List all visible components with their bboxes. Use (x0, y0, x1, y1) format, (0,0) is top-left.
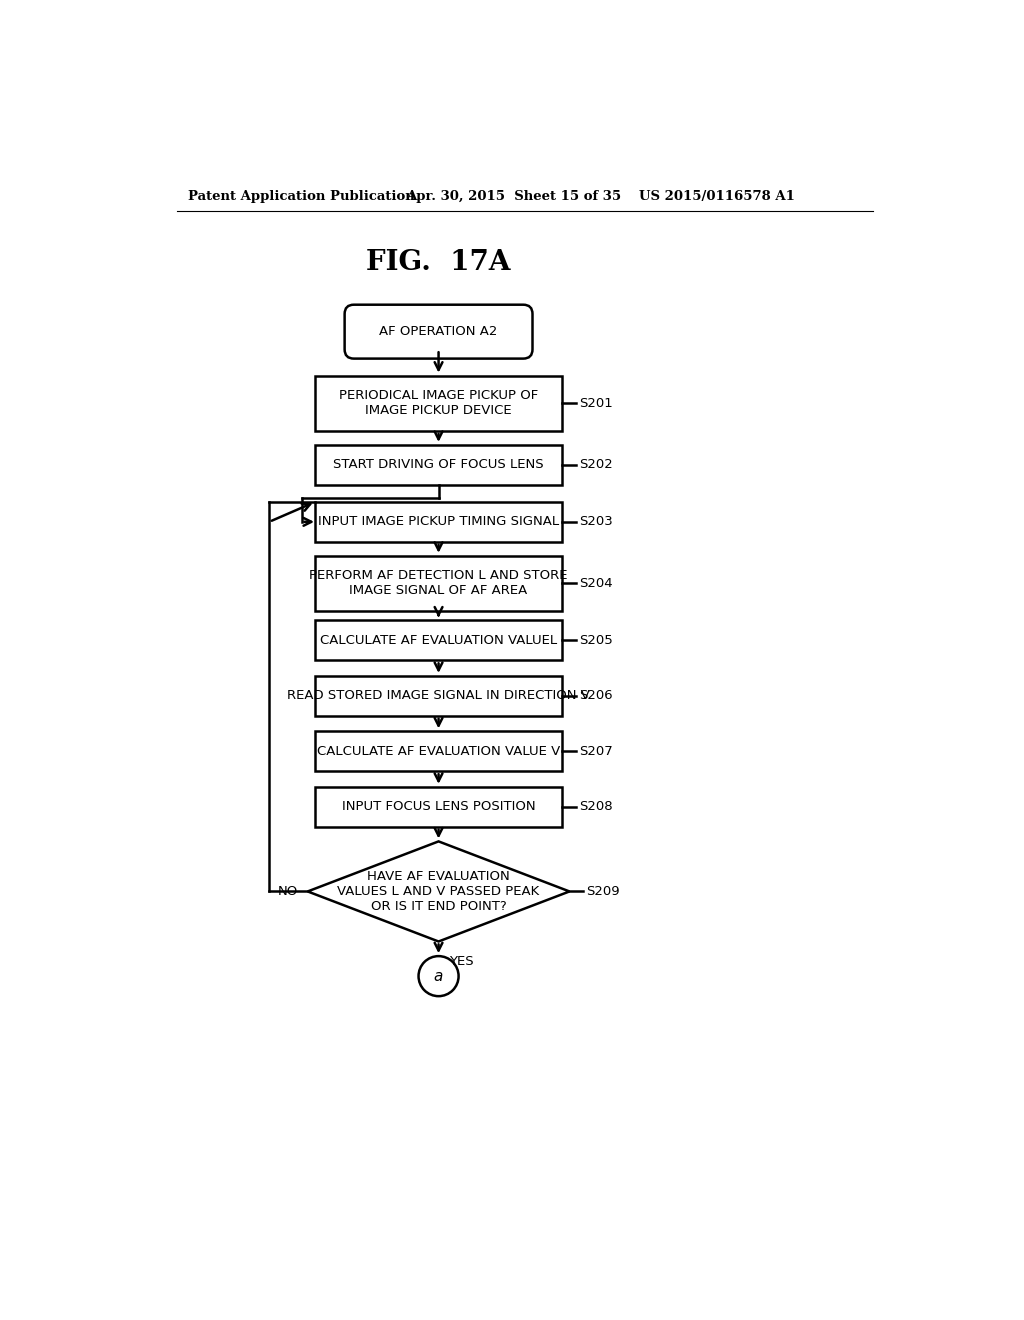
FancyBboxPatch shape (345, 305, 532, 359)
FancyBboxPatch shape (315, 676, 562, 715)
Text: S209: S209 (587, 884, 620, 898)
FancyBboxPatch shape (315, 620, 562, 660)
Text: AF OPERATION A2: AF OPERATION A2 (379, 325, 498, 338)
Text: PERFORM AF DETECTION L AND STORE
IMAGE SIGNAL OF AF AREA: PERFORM AF DETECTION L AND STORE IMAGE S… (309, 569, 568, 598)
Text: YES: YES (450, 956, 474, 969)
Polygon shape (307, 841, 569, 941)
Text: INPUT IMAGE PICKUP TIMING SIGNAL: INPUT IMAGE PICKUP TIMING SIGNAL (318, 515, 559, 528)
Text: a: a (434, 969, 443, 983)
Text: HAVE AF EVALUATION
VALUES L AND V PASSED PEAK
OR IS IT END POINT?: HAVE AF EVALUATION VALUES L AND V PASSED… (338, 870, 540, 913)
Text: Patent Application Publication: Patent Application Publication (188, 190, 415, 203)
FancyBboxPatch shape (315, 445, 562, 484)
FancyBboxPatch shape (315, 787, 562, 826)
FancyBboxPatch shape (315, 502, 562, 543)
Text: S205: S205 (579, 634, 612, 647)
Text: S206: S206 (579, 689, 612, 702)
Text: NO: NO (279, 884, 298, 898)
Text: S208: S208 (579, 800, 612, 813)
Text: S207: S207 (579, 744, 612, 758)
Text: START DRIVING OF FOCUS LENS: START DRIVING OF FOCUS LENS (333, 458, 544, 471)
Text: S201: S201 (579, 397, 612, 409)
Text: S203: S203 (579, 515, 612, 528)
Circle shape (419, 956, 459, 997)
Text: S202: S202 (579, 458, 612, 471)
Text: READ STORED IMAGE SIGNAL IN DIRECTION V: READ STORED IMAGE SIGNAL IN DIRECTION V (287, 689, 590, 702)
Text: Apr. 30, 2015  Sheet 15 of 35: Apr. 30, 2015 Sheet 15 of 35 (407, 190, 622, 203)
FancyBboxPatch shape (315, 376, 562, 430)
Text: PERIODICAL IMAGE PICKUP OF
IMAGE PICKUP DEVICE: PERIODICAL IMAGE PICKUP OF IMAGE PICKUP … (339, 389, 539, 417)
Text: S204: S204 (579, 577, 612, 590)
Text: CALCULATE AF EVALUATION VALUE V: CALCULATE AF EVALUATION VALUE V (317, 744, 560, 758)
Text: CALCULATE AF EVALUATION VALUEL: CALCULATE AF EVALUATION VALUEL (319, 634, 557, 647)
FancyBboxPatch shape (315, 731, 562, 771)
Text: US 2015/0116578 A1: US 2015/0116578 A1 (639, 190, 795, 203)
FancyBboxPatch shape (315, 556, 562, 611)
Text: FIG.  17A: FIG. 17A (367, 249, 511, 276)
Text: INPUT FOCUS LENS POSITION: INPUT FOCUS LENS POSITION (342, 800, 536, 813)
